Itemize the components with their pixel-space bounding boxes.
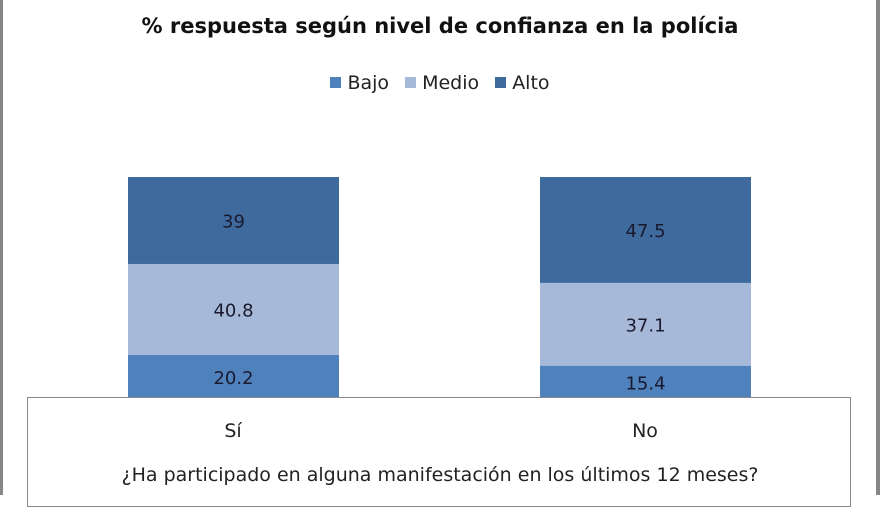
- legend-swatch-bajo: [330, 77, 342, 88]
- legend: Bajo Medio Alto: [0, 72, 880, 94]
- category-label-si: Sí: [224, 420, 242, 442]
- category-label-no: No: [632, 420, 658, 442]
- bar-alto-1: [540, 177, 751, 283]
- chart-frame: [0, 0, 880, 495]
- bar-medio-0: [128, 263, 339, 355]
- bar-alto-0: [128, 177, 339, 264]
- plot-area: 20.2 40.8 39 15.4 37.1 47.5: [128, 177, 751, 400]
- legend-item-alto: Alto: [495, 72, 550, 94]
- x-axis-title: ¿Ha participado en alguna manifestación …: [121, 464, 759, 486]
- data-label-medio-0: 40.8: [213, 300, 253, 321]
- legend-swatch-alto: [495, 77, 507, 88]
- data-label-bajo-0: 20.2: [213, 368, 253, 389]
- legend-label-bajo: Bajo: [347, 72, 390, 94]
- legend-label-alto: Alto: [512, 72, 550, 94]
- legend-item-bajo: Bajo: [330, 72, 389, 94]
- legend-label-medio: Medio: [422, 72, 480, 94]
- bar-bajo-1: [540, 365, 751, 400]
- data-label-medio-1: 37.1: [625, 315, 665, 336]
- chart-title: % respuesta según nivel de confianza en …: [141, 14, 739, 38]
- bar-medio-1: [540, 282, 751, 366]
- data-label-alto-0: 39: [222, 211, 245, 232]
- legend-item-medio: Medio: [405, 72, 479, 94]
- axis-label-box: [27, 397, 851, 507]
- data-label-alto-1: 47.5: [625, 221, 665, 242]
- data-label-bajo-1: 15.4: [625, 373, 665, 394]
- legend-swatch-medio: [405, 77, 417, 88]
- bar-bajo-0: [128, 354, 339, 400]
